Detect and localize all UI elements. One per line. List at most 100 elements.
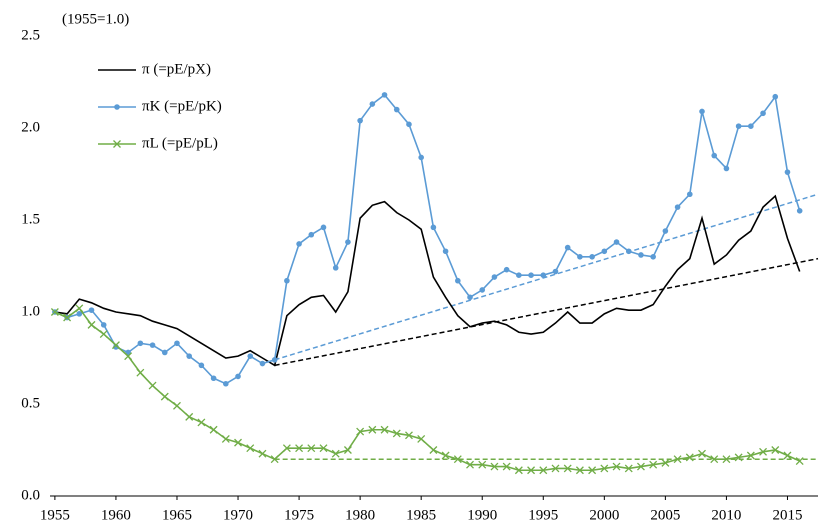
point-marker — [772, 93, 779, 100]
point-marker — [111, 341, 120, 350]
legend-label: πL (=pE/pL) — [142, 135, 218, 151]
point-marker — [699, 108, 705, 115]
series-line — [54, 93, 801, 385]
y-tick-label: 2.5 — [21, 27, 40, 43]
point-marker — [406, 121, 412, 128]
point-marker — [88, 307, 95, 313]
point-marker — [235, 373, 241, 380]
point-marker — [588, 466, 597, 475]
legend-marker — [114, 104, 120, 110]
legend-label: π (=pE/pX) — [142, 61, 211, 77]
point-marker — [50, 308, 59, 316]
point-marker — [271, 357, 278, 363]
point-marker — [319, 444, 328, 453]
point-marker — [173, 401, 181, 410]
point-marker — [552, 268, 559, 275]
point-marker — [308, 231, 315, 238]
point-marker — [551, 464, 560, 473]
x-tick-label: 1985 — [406, 507, 436, 523]
point-marker — [539, 466, 548, 475]
point-marker — [442, 248, 449, 255]
point-marker — [649, 460, 658, 469]
point-marker — [307, 444, 316, 453]
point-marker — [467, 294, 473, 301]
point-marker — [185, 412, 194, 421]
point-marker — [564, 244, 571, 251]
point-marker — [528, 272, 534, 279]
point-marker — [600, 464, 609, 473]
point-marker — [514, 466, 523, 475]
point-marker — [455, 277, 461, 284]
point-marker — [601, 248, 608, 255]
point-marker — [636, 462, 645, 471]
point-marker — [491, 274, 498, 280]
point-marker — [661, 458, 670, 467]
point-marker — [760, 110, 766, 117]
point-marker — [638, 252, 644, 258]
point-marker — [234, 438, 242, 447]
point-marker — [368, 425, 377, 434]
point-marker — [87, 320, 96, 329]
point-marker — [527, 466, 536, 475]
y-tick-label: 2.0 — [21, 119, 40, 135]
point-marker — [612, 462, 621, 471]
point-marker — [711, 152, 718, 159]
point-marker — [441, 451, 450, 460]
point-marker — [343, 446, 352, 454]
point-marker — [722, 455, 731, 464]
point-marker — [685, 453, 694, 462]
x-tick-label: 2000 — [589, 507, 619, 523]
point-marker — [331, 449, 340, 458]
point-marker — [453, 455, 462, 464]
point-marker — [296, 241, 302, 247]
point-marker — [137, 340, 144, 347]
point-marker — [259, 360, 266, 367]
point-marker — [124, 352, 133, 361]
point-marker — [723, 165, 730, 172]
point-marker — [796, 208, 803, 214]
point-marker — [698, 449, 706, 458]
y-tick-label: 0.5 — [21, 395, 40, 411]
point-marker — [284, 277, 290, 284]
point-marker — [258, 449, 267, 458]
legend-label: πK (=pE/pK) — [142, 98, 222, 114]
point-marker — [380, 425, 389, 434]
x-tick-label: 1955 — [40, 507, 70, 523]
point-marker — [345, 239, 351, 245]
point-marker — [332, 265, 339, 271]
point-marker — [503, 266, 510, 273]
point-marker — [577, 253, 583, 260]
x-tick-label: 1980 — [345, 507, 375, 523]
point-marker — [393, 106, 400, 113]
point-marker — [160, 392, 169, 401]
point-marker — [418, 154, 424, 161]
x-tick-label: 1965 — [162, 507, 192, 523]
point-marker — [76, 311, 83, 317]
point-marker — [198, 362, 205, 369]
point-marker — [674, 204, 681, 210]
point-marker — [624, 464, 633, 473]
point-marker — [247, 353, 254, 359]
point-marker — [748, 123, 754, 129]
point-marker — [210, 375, 217, 382]
point-marker — [429, 446, 438, 454]
point-marker — [686, 191, 693, 198]
point-marker — [381, 92, 388, 98]
point-marker — [320, 224, 327, 231]
point-marker — [784, 169, 791, 175]
point-marker — [613, 239, 620, 245]
point-marker — [63, 313, 72, 322]
x-tick-label: 2005 — [650, 507, 680, 523]
point-marker — [563, 464, 572, 473]
y-tick-label: 1.5 — [21, 211, 40, 227]
point-marker — [209, 425, 218, 434]
point-marker — [625, 248, 632, 255]
series-line — [54, 194, 801, 367]
point-marker — [186, 353, 192, 359]
point-marker — [148, 381, 157, 390]
point-marker — [771, 446, 780, 454]
point-marker — [516, 272, 522, 279]
point-marker — [746, 451, 755, 460]
x-tick-label: 1995 — [528, 507, 558, 523]
point-marker — [783, 451, 792, 460]
